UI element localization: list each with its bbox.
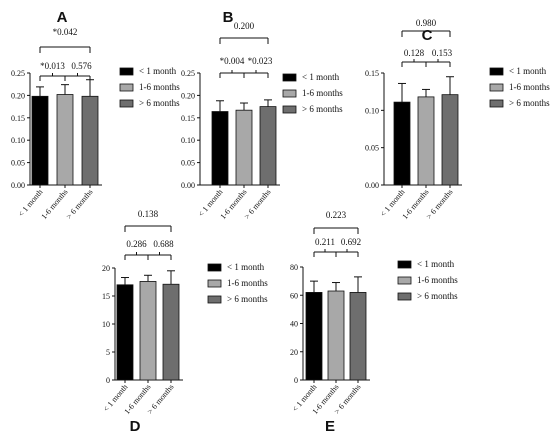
legend-label: 1-6 months	[509, 82, 550, 92]
legend-label: 1-6 months	[139, 82, 180, 92]
bar	[162, 283, 180, 381]
panel-a: A 0.00 0.05 0.10 0.15 0.20 0.25 < 1 month 1-6 mo…	[11, 9, 180, 221]
y-tick-label: 5	[106, 348, 110, 357]
legend-swatch	[119, 67, 134, 76]
y-tick-label: 0	[106, 376, 110, 385]
panel-label: B	[223, 9, 234, 26]
legend-swatch	[282, 73, 297, 82]
legend-swatch	[207, 263, 222, 272]
y-tick-label: 0.15	[181, 114, 195, 123]
legend-label: > 6 months	[302, 104, 343, 114]
bar	[116, 284, 134, 381]
legend-label: < 1 month	[302, 72, 340, 82]
legend-label: < 1 month	[417, 259, 455, 269]
bar	[56, 94, 74, 186]
bar	[139, 281, 157, 381]
y-tick-label: 0.15	[11, 114, 25, 123]
y-tick-label: 0.05	[365, 144, 379, 153]
y-tick-label: 15	[102, 292, 110, 301]
bar	[81, 95, 99, 186]
annotation-1-2: 0.286	[126, 239, 147, 249]
legend-label: < 1 month	[139, 66, 177, 76]
annotation-2-3: 0.692	[341, 237, 361, 247]
bar	[31, 95, 49, 186]
panel-label: E	[325, 418, 335, 435]
legend-swatch	[489, 83, 504, 92]
annotation-1-2: 0.211	[315, 237, 335, 247]
legend-swatch	[207, 279, 222, 288]
bar	[349, 292, 367, 381]
y-tick-label: 0.00	[365, 181, 379, 190]
y-tick-label: 0.00	[181, 181, 195, 190]
legend-swatch	[489, 67, 504, 76]
annotation-1-3: *0.042	[53, 27, 78, 37]
panel-label: C	[422, 27, 433, 44]
annotation-1-3: 0.138	[138, 209, 159, 219]
bar	[441, 94, 459, 186]
y-tick-label: 0.05	[11, 159, 25, 168]
bar	[327, 290, 345, 381]
y-tick-label: 0.15	[365, 69, 379, 78]
legend-swatch	[397, 260, 412, 269]
y-tick-label: 40	[290, 320, 298, 329]
legend-swatch	[397, 292, 412, 301]
y-tick-label: 0.20	[11, 91, 25, 100]
annotation-1-2: *0.004	[220, 56, 245, 66]
bar	[417, 96, 435, 186]
y-tick-label: 20	[102, 264, 110, 273]
legend-swatch	[119, 99, 134, 108]
legend-label: > 6 months	[417, 291, 458, 301]
panel-b: B 0.00 0.05 0.10 0.15 0.20 0.25 < 1 month 1-6 mo…	[181, 9, 343, 221]
legend-label: < 1 month	[227, 262, 265, 272]
y-tick-label: 0	[294, 376, 298, 385]
annotation-2-3: *0.023	[248, 56, 273, 66]
panel-label: D	[130, 418, 141, 435]
y-tick-label: 60	[290, 291, 298, 300]
legend-label: 1-6 months	[227, 278, 268, 288]
bar	[211, 111, 229, 186]
y-tick-label: 0.00	[11, 181, 25, 190]
x-tick-label: > 6 months	[64, 188, 94, 221]
legend-swatch	[489, 99, 504, 108]
legend-label: > 6 months	[139, 98, 180, 108]
legend-swatch	[282, 105, 297, 114]
legend-label: > 6 months	[227, 294, 268, 304]
y-tick-label: 0.25	[11, 69, 25, 78]
legend-label: 1-6 months	[417, 275, 458, 285]
bar	[305, 292, 323, 381]
annotation-2-3: 0.576	[71, 61, 92, 71]
panel-d: D 0 5 10 15 20 < 1 month 1-6 months > 6 months 0.…	[101, 209, 268, 435]
annotation-2-3: 0.688	[153, 239, 174, 249]
legend-swatch	[397, 276, 412, 285]
y-tick-label: 0.10	[181, 136, 195, 145]
annotation-1-3: 0.223	[326, 210, 347, 220]
y-tick-label: 10	[102, 320, 110, 329]
y-tick-label: 20	[290, 348, 298, 357]
panel-e: E 0 20 40 60 80 < 1 month 1-6 months > 6 months 0…	[290, 210, 458, 435]
legend-label: > 6 months	[509, 98, 550, 108]
y-tick-label: 0.20	[181, 91, 195, 100]
annotation-1-2: *0.013	[40, 61, 65, 71]
annotation-1-2: 0.128	[404, 48, 425, 58]
annotation-1-3: 0.200	[234, 21, 255, 31]
legend-swatch	[119, 83, 134, 92]
y-tick-label: 0.10	[365, 106, 379, 115]
y-tick-label: 0.05	[181, 159, 195, 168]
legend-label: < 1 month	[509, 66, 547, 76]
legend-label: 1-6 months	[302, 88, 343, 98]
y-tick-label: 80	[290, 263, 298, 272]
y-tick-label: 0.25	[181, 69, 195, 78]
legend-swatch	[282, 89, 297, 98]
bar	[393, 101, 411, 186]
legend-swatch	[207, 295, 222, 304]
y-tick-label: 0.10	[11, 136, 25, 145]
panel-c: C 0.00 0.05 0.10 0.15 < 1 month 1-6 months > 6 …	[365, 18, 550, 221]
annotation-1-3: 0.980	[416, 18, 437, 28]
annotation-2-3: 0.153	[432, 48, 453, 58]
bar	[259, 106, 277, 186]
panel-label: A	[57, 9, 68, 26]
bar	[235, 109, 253, 186]
